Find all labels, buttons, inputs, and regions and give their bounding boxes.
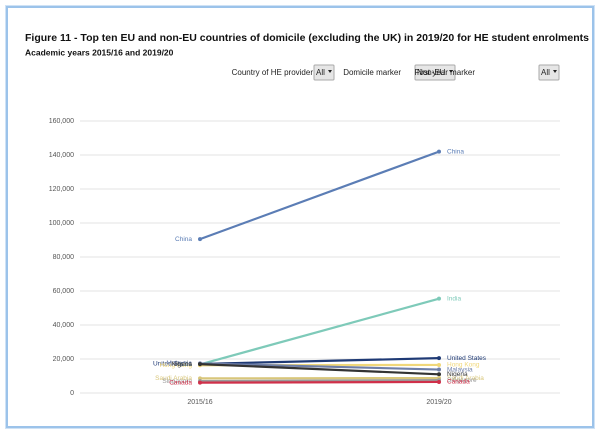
dropdown-value[interactable]: All [541, 68, 550, 77]
y-tick-label: 80,000 [53, 254, 75, 261]
series-label: China [175, 236, 192, 243]
series-label: Canada [447, 379, 470, 386]
control-label: First year marker [415, 68, 476, 77]
dropdown-arrow [553, 70, 557, 73]
point [198, 237, 202, 242]
y-tick-label: 100,000 [49, 220, 74, 227]
series-label: Malaysia [166, 360, 192, 367]
series-line [199, 362, 440, 371]
dropdown-value[interactable]: Non-EU [417, 68, 446, 77]
series-label: India [447, 295, 461, 302]
control-label: Country of HE provider [232, 68, 314, 77]
series-label: Hong Kong [159, 362, 192, 369]
point [437, 296, 441, 301]
x-tick-label: 2015/16 [187, 399, 212, 406]
controls: Country of HE provider All Domicile marker… [232, 64, 560, 81]
series-label: Hong Kong [447, 362, 480, 369]
dropdown-arrow [328, 70, 332, 73]
dropdown[interactable] [313, 64, 335, 81]
control-label: Domicile marker [343, 68, 401, 77]
point [437, 362, 441, 367]
series-line [199, 380, 440, 384]
y-tick-label: 20,000 [53, 356, 75, 363]
series-line [199, 357, 440, 366]
point [437, 367, 441, 372]
series-label: United States [447, 355, 487, 362]
y-tick-label: 120,000 [49, 186, 74, 193]
frame [6, 6, 594, 428]
series-line [199, 297, 440, 366]
y-tick-label: 0 [70, 390, 74, 397]
series-label: Malaysia [447, 366, 473, 373]
series-line [199, 363, 440, 376]
dropdown-arrow [449, 70, 453, 73]
series-label: Singapore [162, 378, 192, 385]
y-tick-label: 140,000 [49, 152, 74, 159]
point [198, 380, 202, 385]
series-label: Canada [169, 379, 192, 386]
x-tick-label: 2019/20 [426, 399, 451, 406]
series-label: Nigeria [447, 371, 468, 378]
point [437, 372, 441, 377]
dropdown[interactable] [414, 64, 456, 81]
y-tick-label: 60,000 [53, 288, 75, 295]
point [437, 149, 441, 154]
dropdown-value[interactable]: All [316, 68, 325, 77]
point [437, 379, 441, 384]
chart-subtitle: Academic years 2015/16 and 2019/20 [25, 47, 174, 57]
series-label: Saudi Arabia [447, 375, 484, 382]
y-tick-label: 40,000 [53, 322, 75, 329]
series-line [199, 150, 440, 241]
series-label: India [178, 361, 192, 368]
point [198, 362, 202, 367]
series-label: Nigeria [171, 361, 192, 368]
series-label: China [447, 148, 464, 155]
point [437, 356, 441, 361]
dropdown[interactable] [538, 64, 560, 81]
series-line [199, 378, 440, 383]
series-label: United States [153, 361, 193, 368]
series-label: Singapore [447, 377, 477, 384]
chart-title: Figure 11 - Top ten EU and non-EU countr… [25, 32, 589, 44]
y-tick-label: 160,000 [49, 118, 74, 125]
series-label: Saudi Arabia [155, 375, 192, 382]
